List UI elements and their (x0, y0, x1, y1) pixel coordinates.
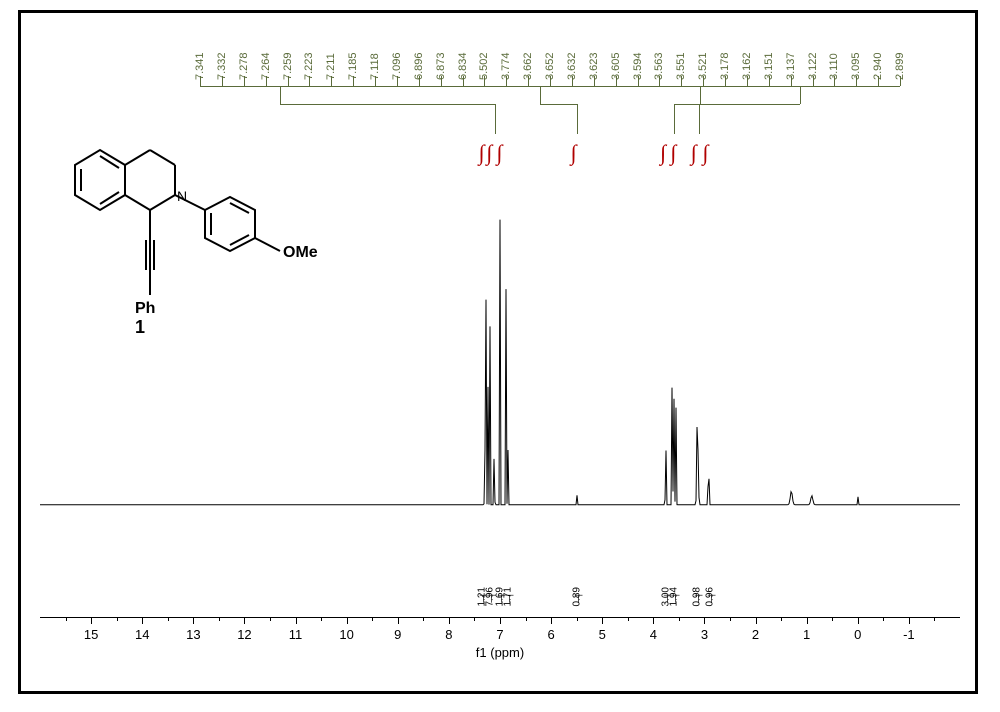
axis-tick-label: 14 (135, 627, 149, 642)
axis-tick-label: -1 (903, 627, 915, 642)
axis-tick-label: 7 (496, 627, 503, 642)
axis-tick-label: 9 (394, 627, 401, 642)
axis-tick (653, 617, 654, 624)
axis-tick (449, 617, 450, 624)
axis-tick-label: 12 (237, 627, 251, 642)
axis-tick-label: 10 (339, 627, 353, 642)
axis-title: f1 (ppm) (476, 645, 524, 660)
peak-label-row: 7.3417.3327.2787.2647.2597.2237.2117.185… (0, 12, 1000, 102)
nmr-spectrum (40, 100, 960, 560)
axis-tick-label: 5 (599, 627, 606, 642)
axis-tick-label: 2 (752, 627, 759, 642)
axis-tick (756, 617, 757, 624)
axis-tick-label: 15 (84, 627, 98, 642)
axis-tick (602, 617, 603, 624)
axis-tick (704, 617, 705, 624)
axis-tick-label: 3 (701, 627, 708, 642)
axis-tick (347, 617, 348, 624)
axis-tick (858, 617, 859, 624)
axis-tick (296, 617, 297, 624)
axis-tick-label: 8 (445, 627, 452, 642)
axis-tick (551, 617, 552, 624)
axis-tick-label: 11 (289, 627, 303, 642)
axis-tick (807, 617, 808, 624)
axis-tick-label: 1 (803, 627, 810, 642)
axis-tick (244, 617, 245, 624)
axis-tick (398, 617, 399, 624)
axis-tick (142, 617, 143, 624)
axis-tick (500, 617, 501, 624)
axis-tick-label: 6 (547, 627, 554, 642)
axis-tick-label: 0 (854, 627, 861, 642)
axis-tick-label: 13 (186, 627, 200, 642)
axis-tick-label: 4 (650, 627, 657, 642)
axis-tick (91, 617, 92, 624)
axis-tick (193, 617, 194, 624)
axis-tick (909, 617, 910, 624)
x-axis: 1514131211109876543210-1 f1 (ppm) (40, 617, 960, 657)
